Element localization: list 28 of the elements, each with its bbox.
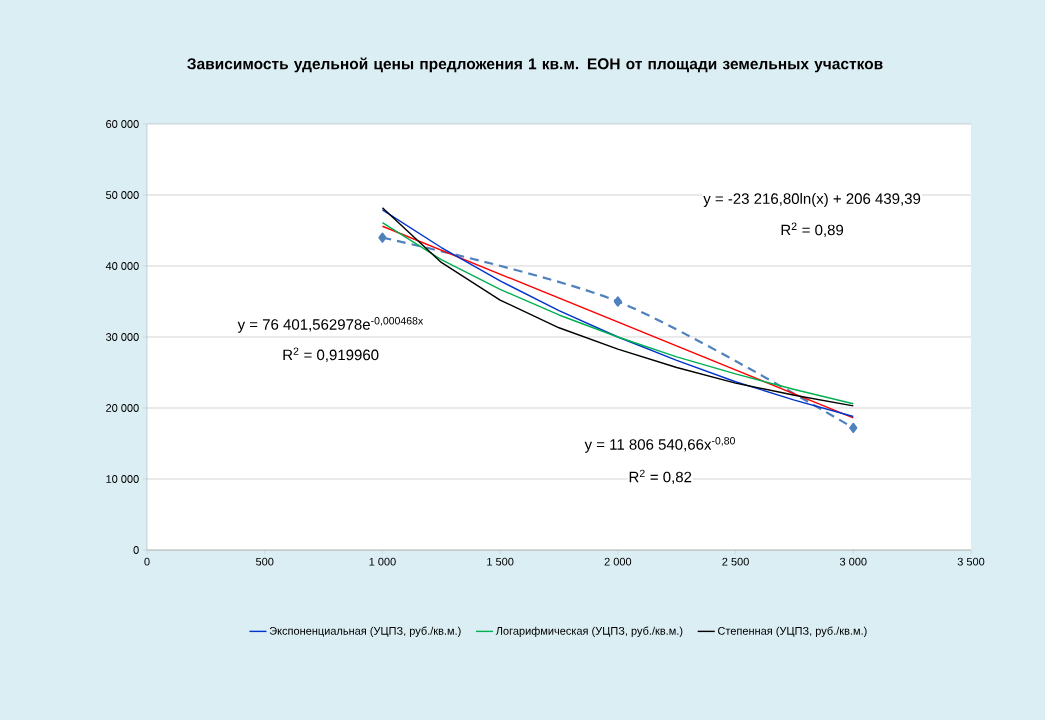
annotation: y = 11 806 540,66x$^{-0,80}$: [584, 437, 735, 453]
x-tick-label: 2 500: [722, 557, 749, 566]
y-tick-label: 10 000: [106, 475, 139, 483]
legend-label: Степенная (УЦПЗ, руб./кв.м.): [718, 626, 867, 637]
x-tick-label: 2 000: [604, 557, 632, 566]
y-tick-label: 20 000: [106, 404, 139, 412]
x-tick-label: 1 500: [487, 557, 514, 566]
y-tick-label: 40 000: [105, 262, 139, 270]
annotation: R$^{2}$ = 0,919960: [283, 347, 379, 362]
y-tick-label: 60 000: [106, 120, 139, 128]
point: [613, 296, 622, 307]
annotation: y = -23 216,80ln(x) + 206 439,39: [703, 192, 921, 207]
x-tick-label: 0: [144, 557, 150, 566]
annotation: R$^{2}$ = 0,89: [781, 222, 844, 238]
x-tick-label: 3 000: [839, 557, 867, 566]
x-tick-label: 3 500: [957, 557, 985, 566]
point: [849, 422, 858, 433]
y-tick-label: 50 000: [106, 191, 139, 199]
legend-label: Логарифмическая (УЦПЗ, руб./кв.м.): [495, 626, 683, 637]
point: [378, 232, 387, 243]
annotation: y = 76 401,562978e$^{-0,000468x}$: [237, 317, 424, 333]
annotation: R$^{2}$ = 0,82: [629, 469, 692, 485]
y-tick-label: 30 000: [105, 333, 139, 341]
chart-title: Зависимость удельной цены предложения 1 кв.м. ЕОН от площади земельных участков: [187, 57, 883, 73]
legend-label: Экспоненциальная (УЦПЗ, руб./кв.м.): [269, 626, 461, 637]
x-tick-label: 500: [255, 557, 274, 566]
x-tick-label: 1 000: [369, 557, 396, 566]
y-tick-label: 0: [133, 546, 139, 554]
